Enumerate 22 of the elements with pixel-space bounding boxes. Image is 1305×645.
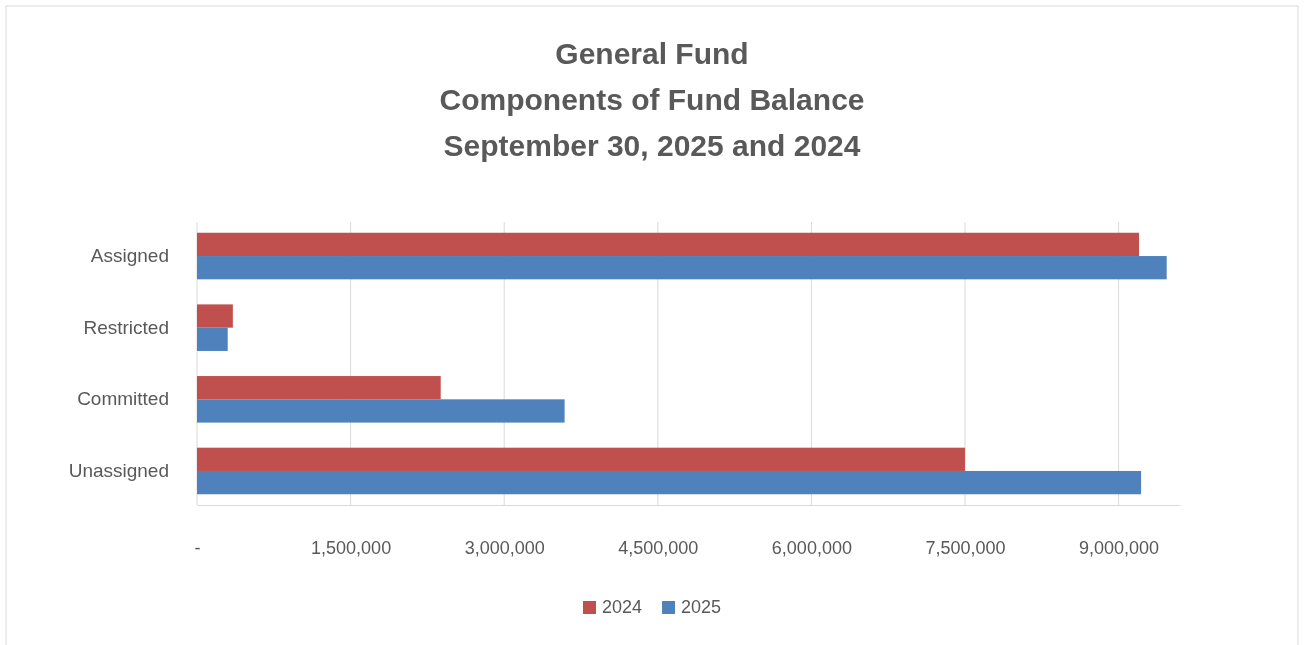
x-tick-label: 6,000,000 bbox=[771, 537, 852, 558]
x-tick-label: - bbox=[194, 537, 201, 558]
x-tick-label: 9,000,000 bbox=[1079, 537, 1160, 558]
bar bbox=[197, 232, 1140, 257]
legend-label: 2025 bbox=[681, 597, 722, 617]
x-tick-label: 3,000,000 bbox=[464, 537, 545, 558]
x-tick-label: 7,500,000 bbox=[925, 537, 1006, 558]
y-tick-label: Unassigned bbox=[68, 460, 169, 482]
x-tick-label: 1,500,000 bbox=[311, 537, 392, 558]
bar bbox=[197, 470, 1142, 495]
bar bbox=[197, 327, 228, 351]
y-tick-label: Assigned bbox=[90, 245, 169, 267]
bar bbox=[197, 447, 965, 471]
legend-label: 2024 bbox=[602, 597, 643, 617]
x-tick-label: 4,500,000 bbox=[618, 537, 699, 558]
y-tick-label: Restricted bbox=[83, 316, 169, 338]
bar bbox=[197, 376, 441, 400]
bar bbox=[197, 304, 233, 328]
bar bbox=[197, 256, 1167, 280]
y-tick-label: Committed bbox=[77, 388, 169, 410]
bar bbox=[197, 399, 565, 423]
chart-title: General Fund Components of Fund Balance September 30, 2025 and 2024 bbox=[439, 37, 865, 162]
